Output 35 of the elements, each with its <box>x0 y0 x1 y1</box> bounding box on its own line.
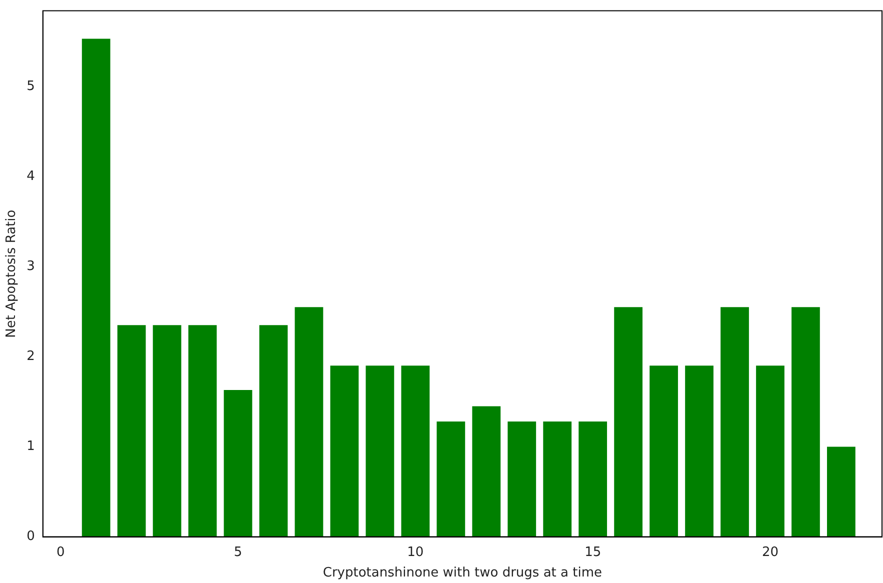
bar <box>578 422 608 537</box>
bar <box>294 307 324 537</box>
bar <box>827 446 856 537</box>
bar <box>436 422 466 537</box>
bar <box>792 307 820 537</box>
bar <box>401 366 430 537</box>
y-tick-label: 5 <box>26 78 35 94</box>
y-axis-title: Net Apoptosis Ratio <box>4 210 20 338</box>
bar <box>614 307 643 537</box>
bar <box>685 366 714 537</box>
x-tick-label: 15 <box>584 544 602 560</box>
bar <box>224 390 252 537</box>
bar <box>756 366 784 537</box>
bar <box>259 325 288 537</box>
bar <box>508 422 536 537</box>
y-tick-label: 1 <box>26 439 35 454</box>
y-tick-label: 0 <box>26 529 35 544</box>
x-tick-label: 0 <box>56 544 65 560</box>
bar <box>188 325 217 537</box>
bar <box>117 325 146 537</box>
bar <box>720 307 749 537</box>
bar <box>650 366 678 537</box>
y-tick-label: 3 <box>26 258 35 274</box>
bar <box>152 325 182 537</box>
y-tick-label: 4 <box>26 168 35 184</box>
x-axis-title: Cryptotanshinone with two drugs at a time <box>322 566 602 581</box>
bar <box>330 366 359 537</box>
bar <box>472 406 501 537</box>
x-tick-label: 10 <box>407 544 424 560</box>
bar <box>543 422 572 537</box>
x-tick-label: 5 <box>234 544 242 560</box>
x-tick-label: 20 <box>762 544 779 560</box>
bar <box>366 366 394 537</box>
bar <box>82 38 110 537</box>
y-tick-label: 2 <box>26 349 35 364</box>
